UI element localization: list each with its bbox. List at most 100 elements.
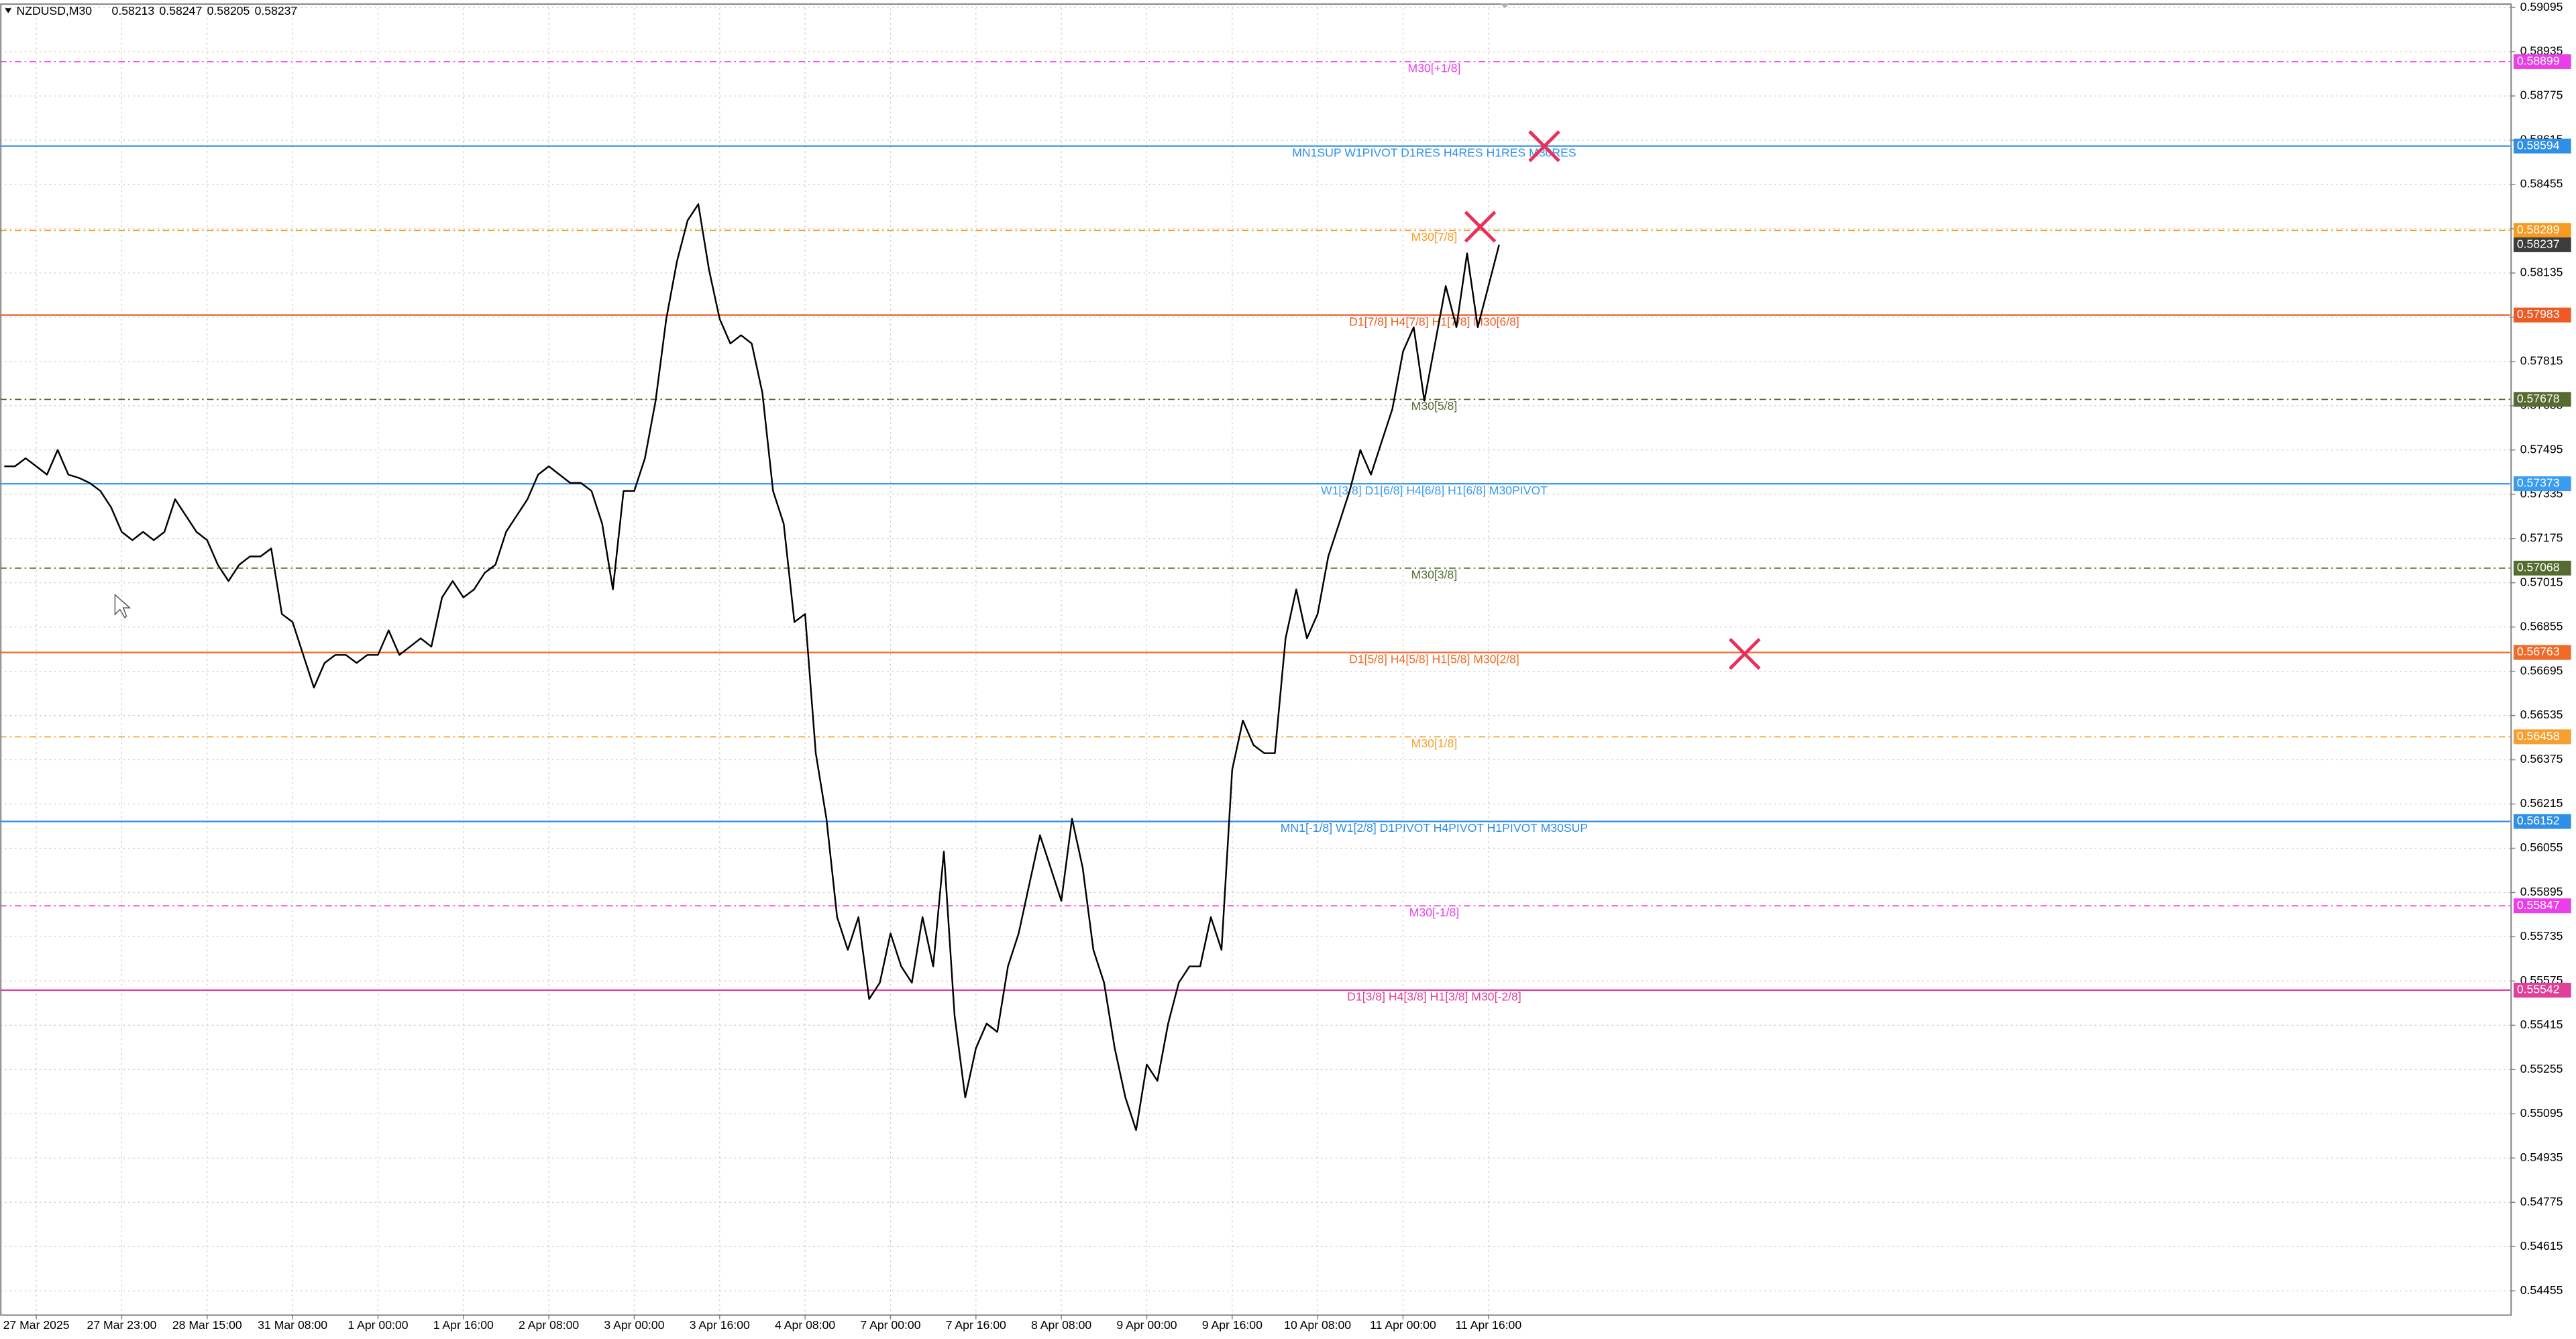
x-tick-label: 11 Apr 00:00: [1370, 1318, 1436, 1332]
price-tag: [2513, 982, 2571, 998]
x-tick-label: 1 Apr 00:00: [347, 1318, 408, 1332]
price-tag: [2513, 54, 2571, 69]
shift-marker[interactable]: [1499, 3, 1510, 9]
price-tag: [2513, 645, 2571, 660]
y-tick-label: 0.57815: [2520, 354, 2563, 368]
level-label: D1[3/8] H4[3/8] H1[3/8] M30[-2/8]: [1347, 990, 1521, 1004]
x-tick-label: 2 Apr 08:00: [519, 1318, 579, 1332]
menu-triangle[interactable]: [5, 8, 12, 13]
cross-marker: [1729, 637, 1761, 670]
y-tick-label: 0.55415: [2520, 1018, 2563, 1031]
y-tick-label: 0.54455: [2520, 1283, 2563, 1297]
symbol-label: NZDUSD,M30: [16, 4, 92, 17]
price-tag: [2513, 814, 2571, 829]
level-label: M30[7/8]: [1411, 230, 1458, 244]
price-tag-label: 0.58594: [2517, 138, 2560, 152]
y-tick-label: 0.59095: [2520, 0, 2563, 13]
price-tag: [2513, 560, 2571, 576]
y-tick-label: 0.55255: [2520, 1062, 2563, 1075]
low-price: 0.58205: [207, 4, 250, 17]
level-label: MN1SUP W1PIVOT D1RES H4RES H1RES M30RES: [1292, 146, 1576, 159]
level-label: D1[5/8] H4[5/8] H1[5/8] M30[2/8]: [1349, 652, 1519, 665]
y-tick-label: 0.58455: [2520, 177, 2563, 191]
level-label: MN1[-1/8] W1[2/8] D1PIVOT H4PIVOT H1PIVO…: [1281, 821, 1588, 835]
x-tick-label: 11 Apr 16:00: [1455, 1318, 1521, 1332]
price-tag-label: 0.56152: [2517, 814, 2560, 827]
y-tick-label: 0.56855: [2520, 619, 2563, 633]
price-tag-label: 0.58899: [2517, 54, 2560, 68]
y-tick-label: 0.54775: [2520, 1195, 2563, 1208]
current-price-label: 0.58237: [2517, 237, 2560, 251]
x-tick-label: 28 Mar 15:00: [172, 1318, 242, 1332]
price-tag-label: 0.56458: [2517, 729, 2560, 743]
y-tick-label: 0.58775: [2520, 89, 2563, 102]
level-label: M30[+1/8]: [1408, 62, 1461, 75]
price-tag: [2513, 307, 2571, 323]
y-tick-label: 0.56055: [2520, 841, 2563, 854]
y-tick-label: 0.56695: [2520, 663, 2563, 677]
cross-markers: [1464, 130, 1761, 670]
x-tick-label: 9 Apr 00:00: [1116, 1318, 1177, 1332]
y-tick-label: 0.58135: [2520, 266, 2563, 279]
current-price-tag: [2513, 237, 2571, 252]
close-price: 0.58237: [255, 4, 298, 17]
price-tag: [2513, 729, 2571, 745]
price-tag: [2513, 898, 2571, 914]
grid-layer: [0, 3, 2511, 1315]
x-tick-label: 1 Apr 16:00: [433, 1318, 494, 1332]
level-label: M30[1/8]: [1411, 737, 1458, 750]
y-tick-label: 0.55095: [2520, 1106, 2563, 1120]
level-label: D1[7/8] H4[7/8] H1[7/8] M30[6/8]: [1349, 315, 1519, 328]
x-tick-label: 7 Apr 16:00: [946, 1318, 1006, 1332]
high-price: 0.58247: [160, 4, 203, 17]
level-label: M30[-1/8]: [1409, 906, 1459, 919]
price-tag: [2513, 138, 2571, 154]
x-tick-label: 9 Apr 16:00: [1202, 1318, 1263, 1332]
price-line: [4, 203, 1500, 1131]
level-label: W1[3/8] D1[6/8] H4[6/8] H1[6/8] M30PIVOT: [1321, 484, 1548, 497]
price-tag-label: 0.57678: [2517, 392, 2560, 405]
level-label: M30[5/8]: [1411, 399, 1458, 413]
x-tick-label: 31 Mar 08:00: [258, 1318, 327, 1332]
x-tick-label: 4 Apr 08:00: [775, 1318, 835, 1332]
x-tick-label: 3 Apr 16:00: [690, 1318, 750, 1332]
price-tag-label: 0.56763: [2517, 645, 2560, 658]
price-tag-label: 0.55847: [2517, 898, 2560, 912]
mouse-cursor: [114, 593, 131, 619]
y-tick-label: 0.55895: [2520, 885, 2563, 898]
cross-marker: [1464, 211, 1497, 243]
price-tag-label: 0.57983: [2517, 307, 2560, 321]
y-tick-label: 0.57175: [2520, 531, 2563, 544]
price-tag: [2513, 223, 2571, 238]
x-tick-label: 3 Apr 00:00: [604, 1318, 664, 1332]
price-tag: [2513, 476, 2571, 492]
y-tick-label: 0.54615: [2520, 1239, 2563, 1252]
y-tick-label: 0.57015: [2520, 575, 2563, 588]
price-tag-label: 0.58289: [2517, 223, 2560, 236]
x-tick-label: 10 Apr 08:00: [1284, 1318, 1351, 1332]
x-tick-label: 27 Mar 23:00: [87, 1318, 157, 1332]
cross-marker: [1528, 130, 1560, 162]
y-tick-label: 0.55735: [2520, 929, 2563, 943]
price-tag: [2513, 392, 2571, 407]
price-tag-label: 0.57068: [2517, 561, 2560, 574]
series-layer: [4, 203, 1500, 1131]
y-tick-label: 0.56215: [2520, 796, 2563, 810]
price-tag-label: 0.55542: [2517, 983, 2560, 996]
axes-layer: 0.54455 0.54615 0.54775 0.54935 0.55095 0.552…: [3, 0, 2571, 1332]
plot-frame: [0, 3, 2512, 1316]
y-tick-label: 0.58935: [2520, 44, 2563, 58]
y-tick-label: 0.57495: [2520, 442, 2563, 456]
x-tick-label: 8 Apr 08:00: [1031, 1318, 1091, 1332]
x-tick-label: 27 Mar 2025: [3, 1318, 70, 1332]
open-price: 0.58213: [112, 4, 155, 17]
price-tag-label: 0.57373: [2517, 476, 2560, 490]
levels-layer: M30[+1/8] MN1SUP W1PIVOT D1RES H4RES H1RE…: [0, 61, 2511, 1004]
x-tick-label: 7 Apr 00:00: [860, 1318, 920, 1332]
level-label: M30[3/8]: [1411, 568, 1458, 582]
y-tick-label: 0.56375: [2520, 752, 2563, 765]
y-tick-label: 0.56535: [2520, 708, 2563, 721]
